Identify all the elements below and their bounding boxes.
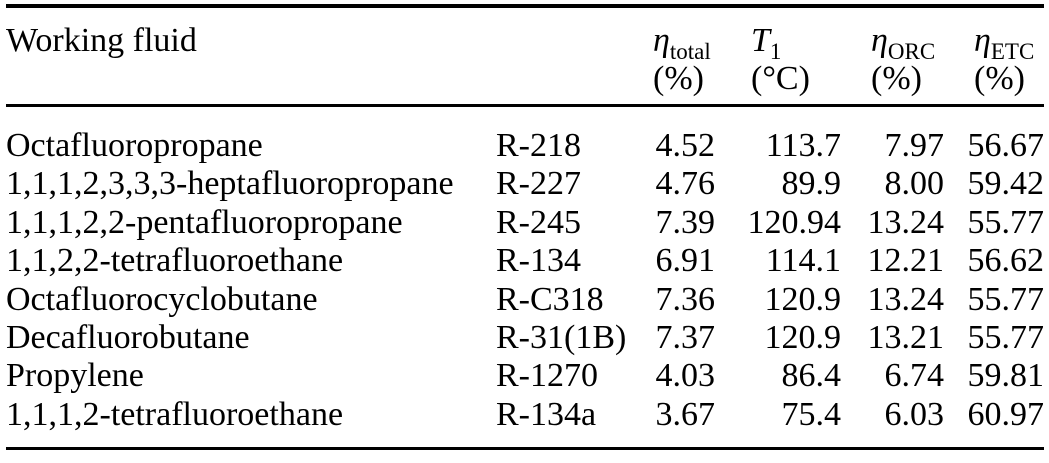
t1-value: 75.4 [781, 395, 842, 433]
eta-orc-value: 13.21 [867, 319, 945, 357]
eta-orc-value: 8.00 [884, 165, 945, 203]
refrigerant-code: R-31(1B) [496, 319, 627, 357]
eta-total-value: 7.37 [655, 319, 716, 357]
eta-orc-value: 12.21 [867, 242, 945, 280]
t1-value: 114.1 [765, 242, 841, 280]
col-header-eta-total: ηtotal (%) [653, 6, 715, 107]
table-row: 1,1,2,2-tetrafluoroethane R-134 6.91 114… [6, 242, 1044, 280]
eta-etc-value: 55.77 [967, 280, 1045, 318]
table-row: Octafluorocyclobutane R-C318 7.36 120.9 … [6, 281, 1044, 319]
working-fluid-table: Working fluid ηtotal (%) T1 (°C) ηORC (%… [6, 4, 1044, 451]
eta-etc-value: 55.77 [967, 203, 1045, 241]
eta-total-value: 7.39 [655, 203, 716, 241]
working-fluid-name: 1,1,1,2,3,3,3-heptafluoropropane [6, 165, 454, 203]
eta-etc-symbol: ηETC [974, 22, 1035, 64]
eta-orc-value: 13.24 [867, 203, 945, 241]
header-row: Working fluid ηtotal (%) T1 (°C) ηORC (%… [6, 6, 1044, 107]
t1-value: 86.4 [781, 357, 842, 395]
eta-total-value: 6.91 [655, 242, 716, 280]
col-header-eta-orc: ηORC (%) [841, 6, 944, 107]
col-header-t1: T1 (°C) [715, 6, 841, 107]
table-row: 1,1,1,2,2-pentafluoropropane R-245 7.39 … [6, 204, 1044, 242]
working-fluid-name: Octafluorocyclobutane [6, 280, 318, 318]
refrigerant-code: R-227 [496, 165, 581, 203]
eta-orc-value: 13.24 [867, 280, 945, 318]
t1-unit: (°C) [751, 60, 810, 97]
table-row: Decafluorobutane R-31(1B) 7.37 120.9 13.… [6, 319, 1044, 357]
eta-total-value: 4.52 [655, 127, 716, 164]
refrigerant-code: R-245 [496, 203, 581, 241]
working-fluid-name: Propylene [6, 357, 144, 395]
eta-orc-value: 6.03 [884, 395, 945, 433]
refrigerant-code: R-218 [496, 127, 581, 164]
table-row: Octafluoropropane R-218 4.52 113.7 7.97 … [6, 106, 1044, 166]
working-fluid-name: 1,1,1,2-tetrafluoroethane [6, 395, 344, 433]
eta-etc-value: 56.62 [967, 242, 1045, 280]
eta-total-value: 4.76 [655, 165, 716, 203]
refrigerant-code: R-C318 [496, 280, 604, 318]
col-header-eta-etc: ηETC (%) [944, 6, 1044, 107]
eta-etc-value: 60.97 [967, 395, 1045, 433]
t1-value: 89.9 [781, 165, 842, 203]
working-fluid-header-label: Working fluid [6, 22, 197, 59]
working-fluid-name: 1,1,1,2,2-pentafluoropropane [6, 203, 403, 241]
table-row: 1,1,1,2-tetrafluoroethane R-134a 3.67 75… [6, 396, 1044, 449]
t1-symbol: T1 [751, 22, 782, 64]
t1-value: 113.7 [765, 127, 841, 164]
col-header-working-fluid: Working fluid [6, 6, 653, 107]
eta-total-symbol: ηtotal [653, 22, 711, 64]
eta-total-unit: (%) [653, 60, 704, 97]
refrigerant-code: R-134a [496, 395, 597, 433]
working-fluid-name: 1,1,2,2-tetrafluoroethane [6, 242, 344, 280]
eta-total-value: 3.67 [655, 395, 716, 433]
eta-orc-unit: (%) [871, 60, 922, 97]
eta-orc-value: 6.74 [884, 357, 945, 395]
eta-total-value: 7.36 [655, 280, 716, 318]
eta-etc-unit: (%) [974, 60, 1025, 97]
eta-etc-value: 59.81 [967, 357, 1045, 395]
refrigerant-code: R-134 [496, 242, 581, 280]
t1-value: 120.94 [747, 203, 842, 241]
eta-orc-symbol: ηORC [871, 22, 936, 64]
t1-value: 120.9 [764, 280, 842, 318]
working-fluid-name: Octafluoropropane [6, 127, 263, 164]
eta-etc-value: 55.77 [967, 319, 1045, 357]
table-row: Propylene R-1270 4.03 86.4 6.74 59.81 [6, 357, 1044, 395]
eta-etc-value: 56.67 [967, 127, 1045, 164]
eta-etc-value: 59.42 [967, 165, 1045, 203]
refrigerant-code: R-1270 [496, 357, 598, 395]
eta-orc-value: 7.97 [884, 127, 945, 164]
table-row: 1,1,1,2,3,3,3-heptafluoropropane R-227 4… [6, 165, 1044, 203]
working-fluid-name: Decafluorobutane [6, 319, 250, 357]
t1-value: 120.9 [764, 319, 842, 357]
eta-total-value: 4.03 [655, 357, 716, 395]
table-body: Octafluoropropane R-218 4.52 113.7 7.97 … [6, 106, 1044, 449]
